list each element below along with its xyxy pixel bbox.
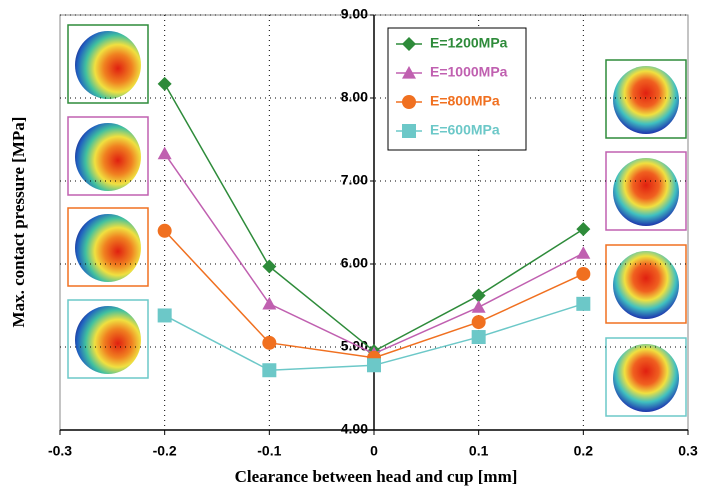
marker	[402, 66, 416, 79]
marker	[262, 259, 277, 274]
marker	[576, 222, 591, 237]
marker	[262, 296, 277, 310]
sphere-image	[75, 306, 141, 374]
x-axis-title: Clearance between head and cup [mm]	[235, 467, 518, 486]
sphere-image	[613, 251, 679, 319]
y-tick-label: 4.00	[341, 421, 368, 437]
y-tick-label: 9.00	[341, 6, 368, 22]
y-tick-label: 7.00	[341, 172, 368, 188]
marker	[157, 308, 172, 323]
marker	[471, 330, 486, 345]
marker	[576, 246, 591, 259]
sphere-image	[75, 214, 141, 282]
x-tick-label: -0.1	[257, 443, 281, 459]
marker	[402, 37, 416, 51]
marker	[576, 266, 591, 281]
marker	[471, 300, 486, 313]
x-tick-label: -0.3	[48, 443, 72, 459]
x-tick-label: 0	[370, 443, 378, 459]
x-tick-label: 0.3	[678, 443, 698, 459]
y-axis-title: Max. contact pressure [MPa]	[9, 117, 28, 328]
legend-label: E=600MPa	[430, 122, 500, 138]
y-tick-label: 6.00	[341, 255, 368, 271]
marker	[576, 296, 591, 311]
marker	[402, 124, 416, 138]
marker	[157, 146, 172, 160]
sphere-image	[75, 31, 141, 99]
sphere-image	[613, 66, 679, 134]
y-tick-label: 8.00	[341, 89, 368, 105]
marker	[262, 363, 277, 378]
marker	[157, 223, 172, 238]
legend-label: E=800MPa	[430, 93, 500, 109]
x-tick-label: 0.2	[574, 443, 594, 459]
legend-label: E=1000MPa	[430, 64, 508, 80]
marker	[157, 76, 172, 91]
sphere-image	[613, 344, 679, 412]
legend-label: E=1200MPa	[430, 35, 508, 51]
sphere-image	[613, 158, 679, 226]
marker	[471, 288, 486, 303]
marker	[367, 358, 381, 373]
sphere-image	[75, 123, 141, 191]
marker	[402, 95, 416, 109]
marker	[262, 335, 277, 350]
x-tick-label: -0.2	[153, 443, 177, 459]
marker	[471, 315, 486, 330]
x-tick-label: 0.1	[469, 443, 489, 459]
